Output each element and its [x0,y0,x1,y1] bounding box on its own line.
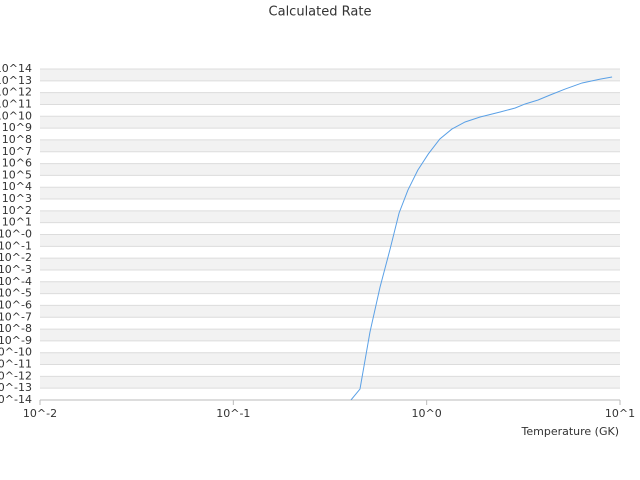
y-tick-label: 10^-11 [0,358,32,371]
grid-band [40,210,620,223]
y-tick-label: 10^-14 [0,393,32,406]
y-tick-label: 10^3 [2,192,32,205]
y-tick-label: 10^5 [2,168,32,181]
y-tick-label: 10^9 [2,121,32,134]
grid-band [40,305,620,318]
y-tick-label: 10^-7 [0,310,32,323]
y-tick-label: 10^-9 [0,334,32,347]
x-tick-label: 10^-1 [216,407,250,420]
grid-band [40,116,620,129]
grid-band [40,281,620,294]
y-tick-label: 10^-12 [0,369,32,382]
y-tick-label: 10^-3 [0,263,32,276]
grid-band [40,329,620,341]
y-tick-label: 10^-8 [0,322,32,335]
grid-band [40,352,620,365]
y-tick-label: 10^-0 [0,228,32,241]
grid-band [40,163,620,176]
grid-band [40,258,620,270]
y-tick-label: 10^14 [0,62,32,75]
x-axis-label: Temperature (GK) [521,425,620,438]
grid-band [40,187,620,200]
y-tick-label: 10^4 [2,180,32,193]
y-tick-label: 10^8 [2,133,32,146]
y-tick-label: 10^11 [0,97,32,110]
grid-band [40,92,620,105]
y-tick-label: 10^12 [0,86,32,99]
grid-band [40,376,620,389]
y-tick-label: 10^13 [0,74,32,87]
y-tick-label: 10^7 [2,145,32,158]
y-tick-label: 10^-10 [0,346,32,359]
chart-title: Calculated Rate [269,5,372,20]
grid-band [40,69,620,81]
x-tick-label: 10^1 [605,407,635,420]
y-tick-label: 10^-1 [0,239,32,252]
y-tick-label: 10^-4 [0,275,32,288]
grid-band [40,234,620,247]
y-tick-label: 10^-5 [0,287,32,300]
y-tick-label: 10^-6 [0,298,32,311]
y-tick-label: 10^6 [2,157,32,170]
y-tick-label: 10^2 [2,204,32,217]
y-tick-label: 10^1 [2,216,32,229]
data-line [350,76,613,400]
x-tick-label: 10^0 [412,407,442,420]
y-tick-label: 10^10 [0,109,32,122]
y-tick-label: 10^-13 [0,381,32,394]
y-tick-label: 10^-2 [0,251,32,264]
grid-band [40,139,620,152]
x-tick-label: 10^-2 [23,407,57,420]
